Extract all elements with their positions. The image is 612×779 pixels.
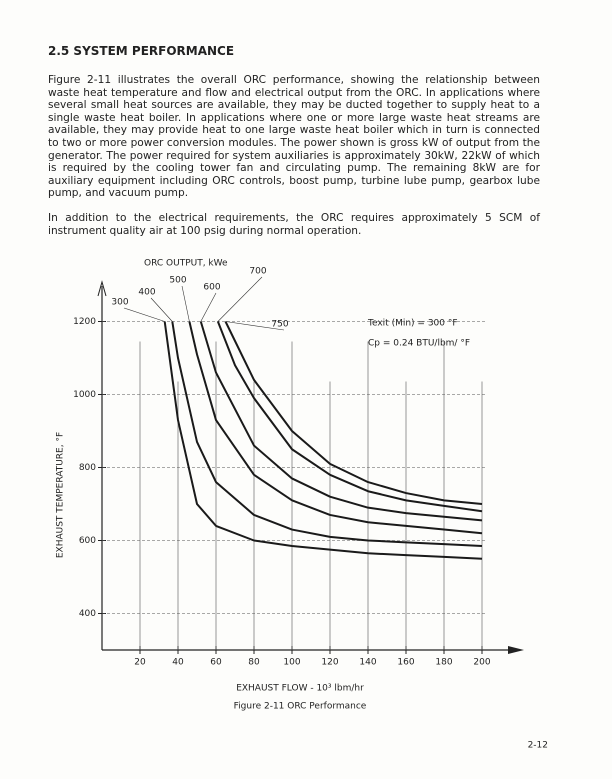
y-tick-label: 400 <box>79 609 96 619</box>
leader-line <box>181 285 190 322</box>
x-tick-label: 60 <box>210 658 222 668</box>
leader-line <box>225 321 285 331</box>
y-tick-label: 1000 <box>73 390 96 400</box>
annotation: ORC OUTPUT, kWe <box>144 259 228 269</box>
page-number: 2-12 <box>528 741 548 751</box>
x-axis-label: EXHAUST FLOW - 10³ lbm/hr <box>236 684 364 694</box>
paragraph: In addition to the electrical requiremen… <box>48 212 540 237</box>
leader-line <box>123 307 165 322</box>
leader-line <box>150 297 173 322</box>
curve-label: 500 <box>169 276 186 286</box>
y-axis-label: EXHAUST TEMPERATURE, °F <box>56 432 66 558</box>
y-tick-label: 1200 <box>73 317 96 327</box>
x-tick-label: 100 <box>283 658 300 668</box>
axis-arrow <box>97 280 107 297</box>
y-tick-label: 600 <box>79 536 96 546</box>
curve-label: 400 <box>138 288 155 298</box>
x-tick-label: 40 <box>172 658 184 668</box>
curve-label: 300 <box>111 298 128 308</box>
curve-label: 600 <box>203 283 220 293</box>
curve <box>199 321 483 522</box>
curve <box>171 321 483 547</box>
curve-label: 750 <box>271 320 288 330</box>
curve <box>216 321 483 513</box>
x-tick-label: 160 <box>397 658 414 668</box>
x-tick-label: 180 <box>435 658 452 668</box>
paragraph: Figure 2-11 illustrates the overall ORC … <box>48 74 540 200</box>
y-tick-label: 800 <box>79 463 96 473</box>
curve-label: 700 <box>249 267 266 277</box>
x-tick-label: 20 <box>134 658 146 668</box>
leader-line <box>200 292 217 322</box>
x-tick-label: 140 <box>359 658 376 668</box>
leader-line <box>217 276 263 322</box>
curve <box>163 321 483 560</box>
annotation: Texit (Min) = 300 °F <box>367 319 458 329</box>
x-tick-label: 200 <box>473 658 490 668</box>
curve <box>224 321 483 505</box>
x-tick-label: 120 <box>321 658 338 668</box>
section-heading: 2.5 SYSTEM PERFORMANCE <box>48 44 235 58</box>
caption: Figure 2-11 ORC Performance <box>234 702 367 712</box>
x-tick-label: 80 <box>248 658 260 668</box>
annotation: Cp = 0.24 BTU/lbm/ °F <box>368 339 470 349</box>
curve <box>188 321 483 535</box>
axis-arrow <box>508 646 524 654</box>
